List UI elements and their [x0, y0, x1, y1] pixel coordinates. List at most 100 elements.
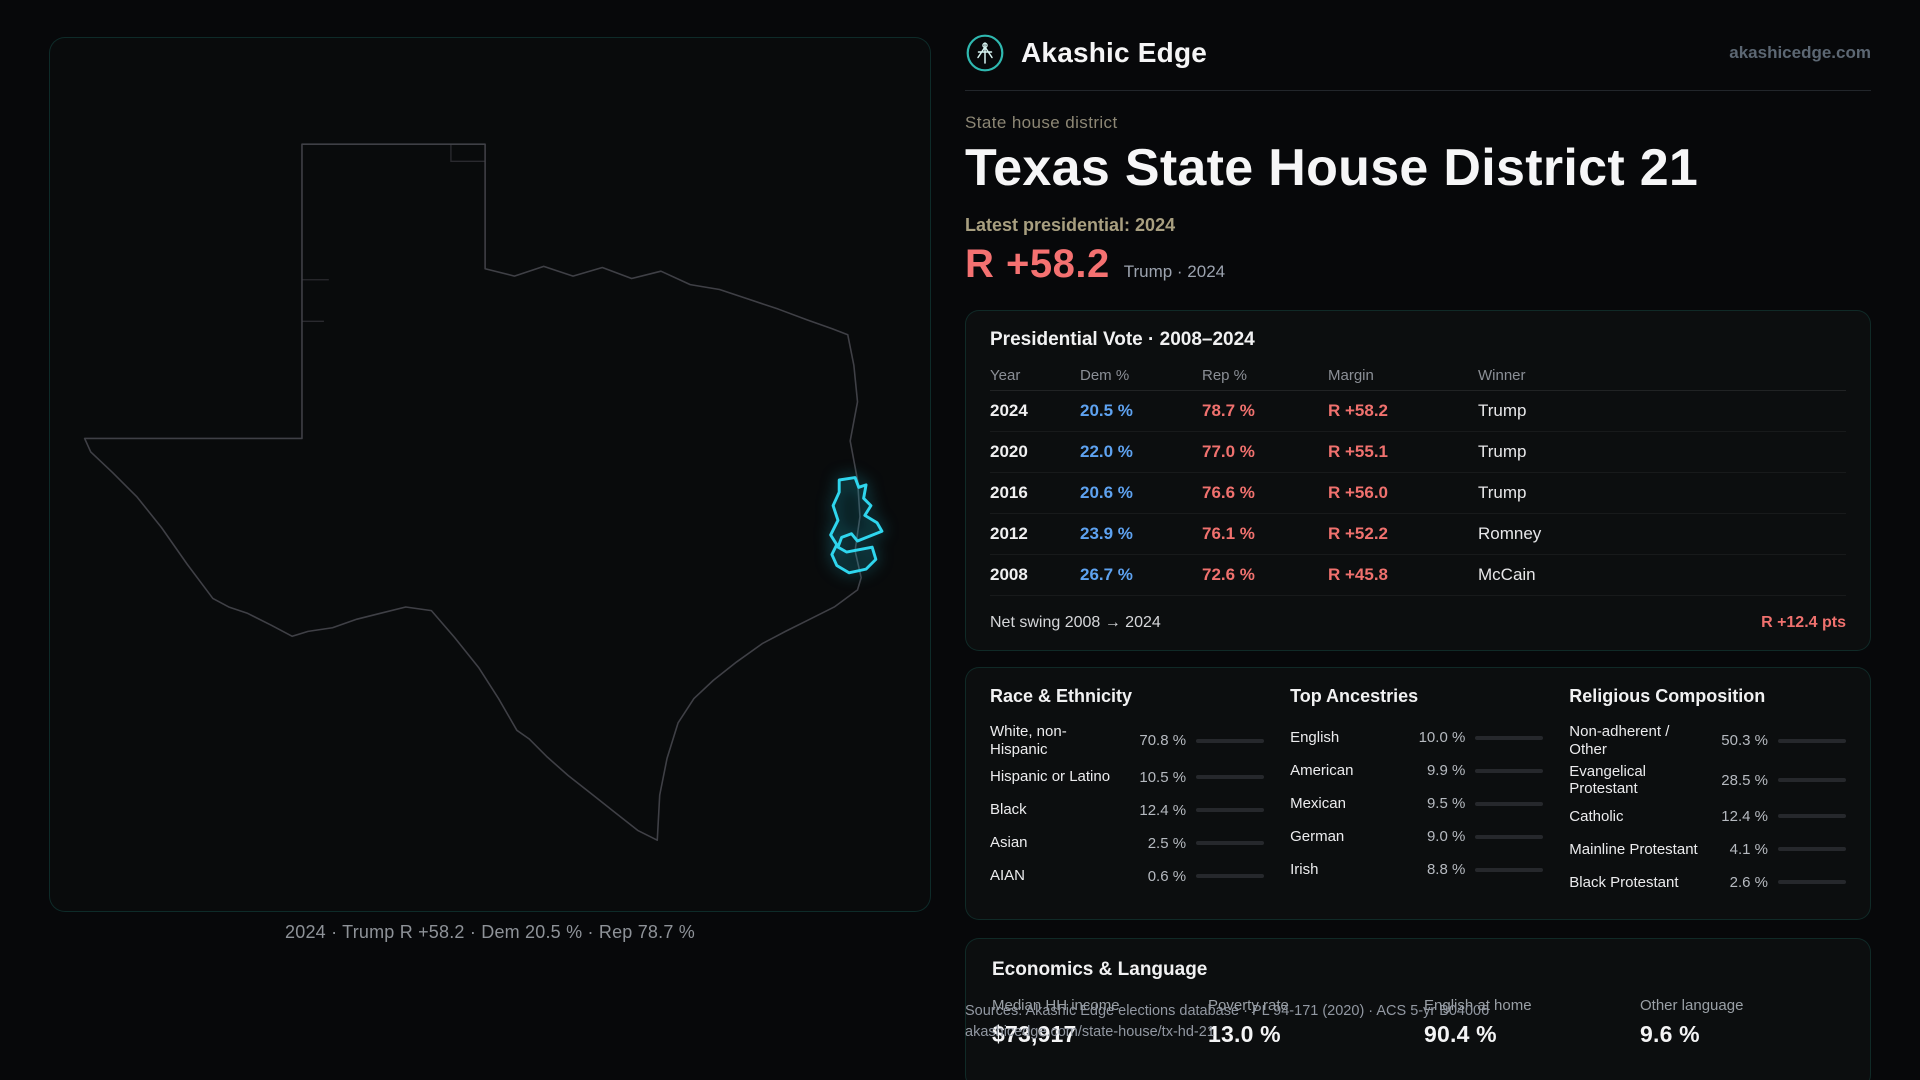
- religion-label: Catholic: [1569, 807, 1624, 825]
- list-item: Mainline Protestant 4.1 %: [1569, 833, 1846, 866]
- cell-rep: 76.6 %: [1202, 483, 1255, 503]
- mini-bar: [1475, 867, 1544, 872]
- list-item: AIAN 0.6 %: [990, 860, 1265, 893]
- stat-value: 9.6 %: [1640, 1020, 1700, 1047]
- stat-label: Poverty rate: [1208, 996, 1289, 1014]
- mini-bar: [1475, 735, 1544, 740]
- table-row: 2020 22.0 % 77.0 % R +55.1 Trump: [990, 432, 1846, 474]
- mini-bar: [1196, 874, 1265, 879]
- col-year: Year: [990, 367, 1021, 385]
- stat-other-language: Other language 9.6 %: [1640, 997, 1844, 1048]
- religion-section-title: Religious Composition: [1569, 686, 1766, 707]
- ancestry-value: 9.5 %: [1426, 795, 1466, 813]
- religion-label: Evangelical Protestant: [1569, 762, 1647, 798]
- economics-card: Economics & Language Median HH income $7…: [965, 937, 1871, 1080]
- list-item: English 10.0 %: [1290, 721, 1544, 754]
- ancestry-label: Irish: [1290, 860, 1319, 878]
- akashic-edge-logo-icon: [965, 33, 1005, 73]
- ancestry-value: 8.8 %: [1426, 861, 1466, 879]
- table-row: 2024 20.5 % 78.7 % R +58.2 Trump: [990, 391, 1846, 433]
- ancestry-section: Top Ancestries English 10.0 % American 9…: [1290, 686, 1544, 899]
- table-row: 2008 26.7 % 72.6 % R +45.8 McCain: [990, 555, 1846, 597]
- list-item: Black 12.4 %: [990, 794, 1265, 827]
- stat-value: 13.0 %: [1208, 1020, 1281, 1047]
- texas-outline: [83, 143, 862, 841]
- mini-bar: [1196, 738, 1265, 743]
- religion-label: Non-adherent / Other: [1569, 723, 1670, 758]
- ancestry-section-title: Top Ancestries: [1290, 686, 1419, 707]
- cell-winner: Trump: [1478, 483, 1527, 503]
- mini-bar: [1778, 880, 1846, 885]
- cell-margin: R +45.8: [1328, 565, 1389, 585]
- net-swing-label: Net swing 2008 → 2024: [990, 614, 1161, 632]
- ancestry-value: 10.0 %: [1418, 729, 1466, 747]
- race-label: Asian: [990, 834, 1028, 852]
- cell-rep: 77.0 %: [1202, 442, 1255, 462]
- mini-bar: [1778, 778, 1846, 783]
- stat-value: 90.4 %: [1424, 1020, 1497, 1047]
- race-section-title: Race & Ethnicity: [990, 686, 1133, 707]
- cell-dem: 22.0 %: [1080, 442, 1133, 462]
- race-ethnicity-section: Race & Ethnicity White, non-Hispanic 70.…: [990, 686, 1265, 899]
- ancestry-value: 9.9 %: [1426, 762, 1466, 780]
- list-item: Catholic 12.4 %: [1569, 800, 1846, 833]
- list-item: Irish 8.8 %: [1290, 853, 1544, 886]
- race-value: 10.5 %: [1139, 768, 1187, 786]
- stat-poverty-rate: Poverty rate 13.0 %: [1208, 997, 1412, 1048]
- detail-panel: Akashic Edge akashicedge.com State house…: [965, 28, 1871, 1080]
- religion-label: Black Protestant: [1569, 873, 1679, 891]
- presidential-card-title: Presidential Vote · 2008–2024: [990, 329, 1255, 351]
- demographics-card: Race & Ethnicity White, non-Hispanic 70.…: [965, 667, 1871, 920]
- cell-dem: 26.7 %: [1080, 565, 1133, 585]
- list-item: Non-adherent / Other 50.3 %: [1569, 721, 1846, 760]
- stat-label: English at home: [1424, 996, 1532, 1014]
- col-margin: Margin: [1328, 367, 1374, 385]
- cell-dem: 20.5 %: [1080, 401, 1133, 421]
- ancestry-label: German: [1290, 827, 1345, 845]
- race-label: White, non-Hispanic: [990, 723, 1067, 758]
- headline-margin: R +58.2 Trump · 2024: [965, 242, 1871, 290]
- list-item: Hispanic or Latino 10.5 %: [990, 761, 1265, 794]
- religion-value: 12.4 %: [1721, 807, 1768, 825]
- cell-margin: R +56.0: [1328, 483, 1389, 503]
- religion-label: Mainline Protestant: [1569, 840, 1698, 858]
- district-map-panel: [49, 37, 931, 912]
- net-swing-row: Net swing 2008 → 2024 R +12.4 pts: [990, 600, 1846, 632]
- internal-boundary-lines: [301, 144, 486, 322]
- cell-margin: R +52.2: [1328, 524, 1389, 544]
- race-label: Hispanic or Latino: [990, 768, 1111, 786]
- stat-english-at-home: English at home 90.4 %: [1424, 997, 1628, 1048]
- race-label: AIAN: [990, 867, 1026, 885]
- presidential-table: Year Dem % Rep % Margin Winner 2024 20.5…: [990, 361, 1846, 597]
- cell-winner: McCain: [1478, 565, 1536, 585]
- race-value: 2.5 %: [1147, 834, 1187, 852]
- cell-dem: 23.9 %: [1080, 524, 1133, 544]
- cell-margin: R +58.2: [1328, 401, 1389, 421]
- mini-bar: [1778, 847, 1846, 852]
- stat-label: Other language: [1640, 996, 1744, 1014]
- mini-bar: [1475, 768, 1544, 773]
- map-caption: 2024 · Trump R +58.2 · Dem 20.5 % · Rep …: [285, 922, 695, 942]
- ancestry-label: American: [1290, 761, 1354, 779]
- margin-value: R +58.2: [965, 242, 1110, 287]
- brand-name: Akashic Edge: [1021, 37, 1208, 68]
- latest-presidential-label: Latest presidential: 2024: [965, 215, 1176, 236]
- cell-year: 2016: [990, 483, 1028, 503]
- presidential-vote-card: Presidential Vote · 2008–2024 Year Dem %…: [965, 310, 1871, 652]
- col-winner: Winner: [1478, 367, 1526, 385]
- cell-winner: Trump: [1478, 442, 1527, 462]
- list-item: Asian 2.5 %: [990, 827, 1265, 860]
- mini-bar: [1778, 738, 1846, 743]
- district-highlight-shape: [829, 476, 884, 575]
- cell-winner: Trump: [1478, 401, 1527, 421]
- table-row: 2016 20.6 % 76.6 % R +56.0 Trump: [990, 473, 1846, 515]
- cell-margin: R +55.1: [1328, 442, 1389, 462]
- site-link[interactable]: akashicedge.com: [1729, 43, 1871, 62]
- stat-label: Median HH income: [992, 996, 1120, 1014]
- table-header-row: Year Dem % Rep % Margin Winner: [990, 361, 1846, 392]
- religion-value: 50.3 %: [1721, 732, 1768, 750]
- header-divider: [965, 90, 1871, 91]
- cell-year: 2012: [990, 524, 1028, 544]
- mini-bar: [1778, 814, 1846, 819]
- stat-median-income: Median HH income $73,917: [992, 997, 1196, 1048]
